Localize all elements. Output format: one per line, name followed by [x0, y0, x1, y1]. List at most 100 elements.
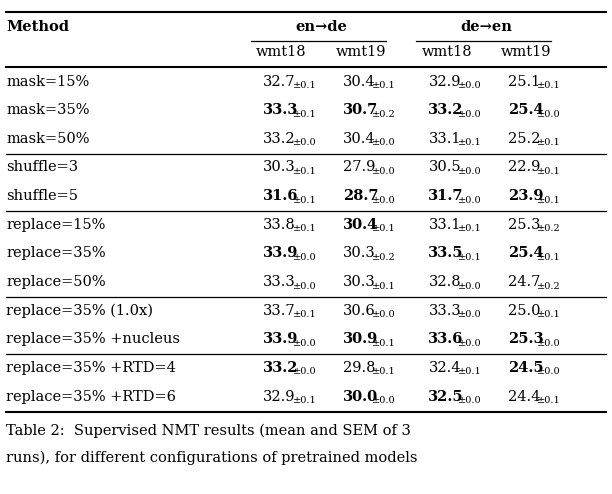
Text: 33.8: 33.8 [263, 218, 296, 232]
Text: ±0.0: ±0.0 [458, 282, 482, 290]
Text: ±0.2: ±0.2 [537, 282, 561, 290]
Text: de→en: de→en [461, 20, 512, 34]
Text: replace=35% +nucleus: replace=35% +nucleus [6, 332, 180, 346]
Text: 30.4: 30.4 [343, 218, 378, 232]
Text: ±0.1: ±0.1 [293, 167, 316, 176]
Text: wmt19: wmt19 [336, 45, 386, 59]
Text: ±0.0: ±0.0 [372, 196, 396, 205]
Text: 30.4: 30.4 [343, 132, 375, 146]
Text: wmt18: wmt18 [422, 45, 472, 59]
Text: 25.3: 25.3 [508, 218, 540, 232]
Text: 33.2: 33.2 [428, 103, 464, 117]
Text: 25.1: 25.1 [508, 75, 540, 88]
Text: ±0.0: ±0.0 [293, 138, 316, 147]
Text: 33.1: 33.1 [428, 218, 461, 232]
Text: ±0.0: ±0.0 [537, 110, 561, 119]
Text: mask=15%: mask=15% [6, 75, 89, 88]
Text: ±0.0: ±0.0 [293, 368, 316, 376]
Text: 33.1: 33.1 [428, 132, 461, 146]
Text: ±0.0: ±0.0 [372, 138, 396, 147]
Text: 33.9: 33.9 [263, 247, 299, 260]
Text: ±0.0: ±0.0 [458, 339, 482, 348]
Text: 33.3: 33.3 [263, 103, 299, 117]
Text: 33.7: 33.7 [263, 304, 296, 318]
Text: 33.2: 33.2 [263, 132, 296, 146]
Text: 33.6: 33.6 [428, 332, 464, 346]
Text: 24.7: 24.7 [508, 275, 540, 289]
Text: ±0.1: ±0.1 [293, 396, 316, 405]
Text: 33.9: 33.9 [263, 332, 299, 346]
Text: 33.5: 33.5 [428, 247, 464, 260]
Text: ±0.1: ±0.1 [458, 138, 482, 147]
Text: ±0.1: ±0.1 [537, 138, 561, 147]
Text: 30.7: 30.7 [343, 103, 378, 117]
Text: replace=15%: replace=15% [6, 218, 105, 232]
Text: ±0.1: ±0.1 [372, 81, 396, 90]
Text: ±0.1: ±0.1 [372, 282, 396, 290]
Text: ±0.1: ±0.1 [293, 196, 316, 205]
Text: replace=35% +RTD=6: replace=35% +RTD=6 [6, 390, 176, 404]
Text: 25.4: 25.4 [508, 103, 543, 117]
Text: 33.3: 33.3 [263, 275, 296, 289]
Text: wmt18: wmt18 [256, 45, 307, 59]
Text: ±0.1: ±0.1 [458, 368, 482, 376]
Text: 22.9: 22.9 [508, 161, 540, 174]
Text: mask=35%: mask=35% [6, 103, 89, 117]
Text: ±0.0: ±0.0 [293, 282, 316, 290]
Text: 24.5: 24.5 [508, 361, 543, 375]
Text: ±0.0: ±0.0 [458, 167, 482, 176]
Text: ±0.2: ±0.2 [372, 110, 396, 119]
Text: 30.3: 30.3 [343, 247, 376, 260]
Text: 25.3: 25.3 [508, 332, 543, 346]
Text: ±0.1: ±0.1 [537, 310, 561, 319]
Text: ±0.1: ±0.1 [458, 253, 482, 262]
Text: Method: Method [6, 20, 69, 34]
Text: ±0.2: ±0.2 [372, 253, 396, 262]
Text: Table 2:  Supervised NMT results (mean and SEM of 3: Table 2: Supervised NMT results (mean an… [6, 424, 411, 438]
Text: replace=35% +RTD=4: replace=35% +RTD=4 [6, 361, 176, 375]
Text: ±0.1: ±0.1 [293, 81, 316, 90]
Text: 32.9: 32.9 [263, 390, 296, 404]
Text: replace=50%: replace=50% [6, 275, 106, 289]
Text: ±0.1: ±0.1 [537, 81, 561, 90]
Text: 30.5: 30.5 [428, 161, 461, 174]
Text: 32.8: 32.8 [428, 275, 461, 289]
Text: ±0.0: ±0.0 [458, 81, 482, 90]
Text: 30.3: 30.3 [263, 161, 296, 174]
Text: ±0.0: ±0.0 [537, 339, 561, 348]
Text: ±0.0: ±0.0 [458, 196, 482, 205]
Text: ±0.0: ±0.0 [293, 253, 316, 262]
Text: wmt19: wmt19 [501, 45, 551, 59]
Text: 24.4: 24.4 [508, 390, 540, 404]
Text: ±0.1: ±0.1 [293, 310, 316, 319]
Text: 31.6: 31.6 [263, 189, 299, 203]
Text: ±0.0: ±0.0 [293, 339, 316, 348]
Text: 29.8: 29.8 [343, 361, 375, 375]
Text: ±0.1: ±0.1 [537, 396, 561, 405]
Text: 30.0: 30.0 [343, 390, 378, 404]
Text: 30.6: 30.6 [343, 304, 376, 318]
Text: 32.9: 32.9 [428, 75, 461, 88]
Text: ±0.2: ±0.2 [537, 224, 561, 233]
Text: replace=35%: replace=35% [6, 247, 106, 260]
Text: 28.7: 28.7 [343, 189, 378, 203]
Text: ±0.1: ±0.1 [293, 110, 316, 119]
Text: 33.3: 33.3 [428, 304, 461, 318]
Text: runs), for different configurations of pretrained models: runs), for different configurations of p… [6, 451, 417, 465]
Text: ±0.0: ±0.0 [372, 167, 396, 176]
Text: ±0.1: ±0.1 [372, 339, 396, 348]
Text: 25.0: 25.0 [508, 304, 540, 318]
Text: 31.7: 31.7 [428, 189, 464, 203]
Text: 25.4: 25.4 [508, 247, 543, 260]
Text: 30.3: 30.3 [343, 275, 376, 289]
Text: ±0.0: ±0.0 [537, 368, 561, 376]
Text: ±0.0: ±0.0 [372, 310, 396, 319]
Text: ±0.0: ±0.0 [458, 310, 482, 319]
Text: 25.2: 25.2 [508, 132, 540, 146]
Text: ±0.0: ±0.0 [458, 110, 482, 119]
Text: 30.4: 30.4 [343, 75, 375, 88]
Text: en→de: en→de [296, 20, 347, 34]
Text: 33.2: 33.2 [263, 361, 299, 375]
Text: ±0.1: ±0.1 [372, 368, 396, 376]
Text: 32.7: 32.7 [263, 75, 296, 88]
